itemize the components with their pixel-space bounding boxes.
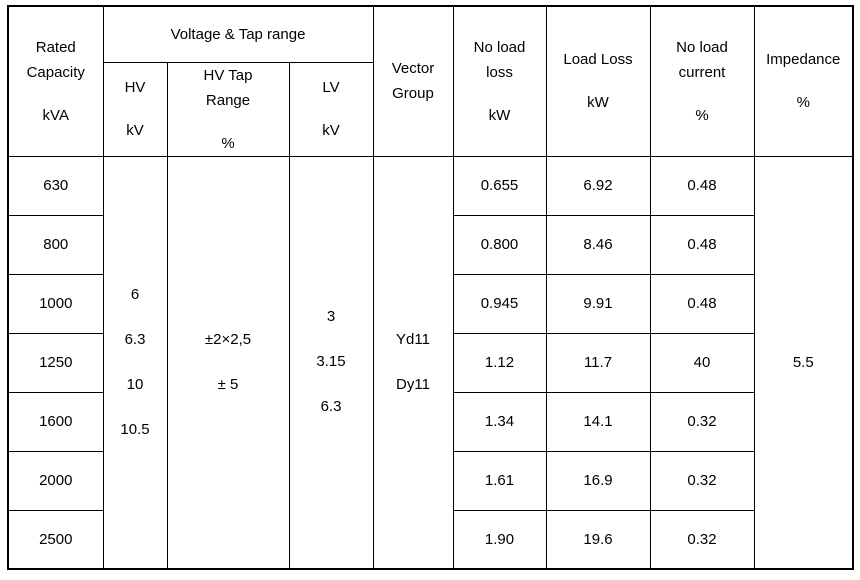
header-line: Rated	[35, 38, 76, 56]
header-unit: kW	[587, 94, 609, 112]
cell-no-load-loss: 1.12	[452, 332, 547, 393]
cell-hv-tap-values: ±2×2,5 ± 5	[166, 155, 290, 570]
table-row: 2000 1.61 16.9 0.32	[7, 450, 853, 511]
cell-load-loss: 16.9	[545, 450, 651, 511]
header-line: loss	[486, 63, 513, 81]
lv-value: 6.3	[320, 398, 342, 416]
header-line: Vector	[391, 60, 435, 78]
cell-no-load-current: 0.32	[649, 450, 755, 511]
lv-value: 3.15	[316, 353, 346, 371]
cell-capacity: 630	[7, 155, 104, 216]
header-line: No load	[676, 38, 728, 56]
vector-group-value: Dy11	[396, 375, 430, 393]
cell-impedance-value: 5.5	[753, 155, 854, 570]
header-lv: LV kV	[288, 61, 374, 157]
cell-load-loss: 14.1	[545, 391, 651, 452]
cell-lv-values: 3 3.15 6.3	[288, 155, 374, 570]
header-line: HV Tap	[203, 66, 253, 84]
cell-no-load-loss: 0.800	[452, 214, 547, 275]
cell-no-load-loss: 0.945	[452, 273, 547, 334]
header-hv: HV kV	[102, 61, 168, 157]
cell-vector-group-values: Yd11 Dy11	[372, 155, 454, 570]
table-row: 1250 1.12 11.7 40	[7, 332, 853, 393]
header-no-load-current: No load current %	[649, 5, 755, 157]
header-unit: %	[695, 106, 709, 124]
cell-hv-values: 6 6.3 10 10.5	[102, 155, 168, 570]
lv-value: 3	[326, 308, 336, 326]
header-line: Range	[205, 91, 251, 109]
cell-no-load-current: 0.48	[649, 155, 755, 216]
header-line: Group	[392, 85, 434, 103]
table-row: 630 6 6.3 10 10.5 ±2×2,5 ± 5	[7, 155, 854, 570]
header-load-loss: Load Loss kW	[545, 5, 651, 157]
hv-value: 10.5	[120, 420, 150, 438]
header-line: Load Loss	[563, 51, 633, 69]
cell-capacity: 2500	[7, 509, 104, 570]
header-hv-tap-range: HV Tap Range %	[166, 61, 290, 157]
cell-load-loss: 9.91	[545, 273, 651, 334]
cell-no-load-loss: 1.34	[452, 391, 547, 452]
header-line: Voltage & Tap range	[170, 25, 306, 43]
cell-capacity: 1250	[7, 332, 104, 393]
hv-value: 6.3	[124, 330, 146, 348]
cell-no-load-current: 0.48	[649, 214, 755, 275]
header-no-load-loss: No load loss kW	[452, 5, 547, 157]
header-unit: %	[221, 134, 235, 152]
hv-value: 6	[130, 285, 140, 303]
header-unit: kW	[488, 106, 511, 124]
cell-load-loss: 8.46	[545, 214, 651, 275]
header-row-1: Rated Capacity kVA Voltage & Tap range V…	[7, 5, 854, 157]
table-row: 1600 1.34 14.1 0.32	[7, 391, 853, 452]
cell-no-load-current: 0.32	[649, 391, 755, 452]
header-unit: kVA	[42, 106, 69, 124]
header-line: Impedance	[766, 51, 841, 69]
cell-capacity: 2000	[7, 450, 104, 511]
header-line: LV	[322, 79, 340, 96]
header-row-2: HV kV HV Tap Range % LV kV	[8, 61, 853, 157]
cell-capacity: 1000	[7, 273, 104, 334]
header-unit: %	[796, 94, 810, 112]
table-row: 2500 1.90 19.6 0.32	[7, 509, 853, 570]
header-vector-group: Vector Group	[372, 5, 454, 157]
cell-no-load-current: 40	[649, 332, 755, 393]
cell-load-loss: 19.6	[545, 509, 651, 570]
cell-no-load-current: 0.32	[649, 509, 755, 570]
header-line: current	[678, 63, 726, 81]
header-unit: kV	[322, 122, 340, 139]
table-row: 1000 0.945 9.91 0.48	[7, 273, 853, 334]
header-voltage-tap-range: Voltage & Tap range	[102, 5, 374, 63]
header-unit: kV	[126, 122, 144, 139]
table-row: 800 0.800 8.46 0.48	[7, 214, 853, 275]
cell-no-load-loss: 0.655	[452, 155, 547, 216]
cell-no-load-loss: 1.90	[452, 509, 547, 570]
cell-no-load-loss: 1.61	[452, 450, 547, 511]
cell-capacity: 1600	[7, 391, 104, 452]
hv-value: 10	[126, 375, 144, 393]
header-impedance: Impedance %	[753, 5, 854, 157]
cell-load-loss: 11.7	[545, 332, 651, 393]
cell-no-load-current: 0.48	[649, 273, 755, 334]
header-line: Capacity	[26, 63, 85, 81]
header-line: No load	[473, 38, 526, 56]
hv-tap-value: ± 5	[217, 375, 239, 393]
header-line: HV	[124, 79, 146, 96]
cell-load-loss: 6.92	[545, 155, 651, 216]
cell-capacity: 800	[7, 214, 104, 275]
transformer-spec-table: Rated Capacity kVA Voltage & Tap range V…	[7, 5, 854, 570]
hv-tap-value: ±2×2,5	[204, 330, 252, 348]
header-rated-capacity: Rated Capacity kVA	[7, 5, 104, 157]
vector-group-value: Yd11	[396, 330, 430, 348]
